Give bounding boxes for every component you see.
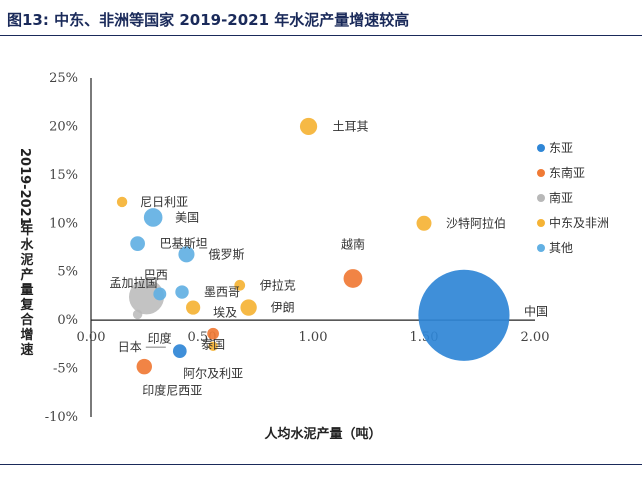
svg-text:泥: 泥 — [20, 253, 33, 268]
point-label-泰国: 泰国 — [201, 338, 225, 352]
bubble-印度 — [132, 309, 143, 320]
svg-text:产: 产 — [20, 267, 33, 283]
legend-label-东南亚: 东南亚 — [549, 165, 585, 180]
legend-marker-南亚 — [537, 194, 545, 202]
point-label-尼日利亚: 尼日利亚 — [140, 195, 188, 209]
point-label-印度尼西亚: 印度尼西亚 — [142, 383, 202, 398]
bubble-墨西哥 — [175, 285, 189, 299]
y-tick-label: 20% — [49, 119, 78, 134]
bubble-越南 — [343, 269, 363, 288]
legend-marker-中东及非洲 — [537, 219, 545, 227]
title-bar: 图13: 中东、非洲等国家 2019-2021 年水泥产量增速较高 — [0, 0, 642, 36]
point-label-中国: 中国 — [524, 303, 548, 318]
svg-text:2019-2021: 2019-2021 — [17, 148, 32, 226]
bubble-伊拉克 — [234, 279, 246, 291]
y-tick-label: 5% — [57, 265, 78, 280]
svg-text:增: 增 — [20, 327, 33, 343]
bubble-俄罗斯 — [178, 246, 195, 263]
point-label-伊拉克: 伊拉克 — [260, 277, 296, 292]
point-label-巴西: 巴西 — [144, 268, 168, 282]
bubble-埃及 — [186, 300, 201, 315]
bubble-尼日利亚 — [116, 196, 128, 208]
point-label-伊朗: 伊朗 — [271, 301, 295, 315]
bubble-阿尔及利亚 — [208, 341, 218, 352]
point-label-埃及: 埃及 — [213, 306, 237, 320]
y-tick-label: 25% — [49, 71, 78, 86]
svg-text:年: 年 — [20, 222, 33, 238]
bubble-泰国 — [207, 327, 219, 340]
point-label-巴基斯坦: 巴基斯坦 — [160, 237, 208, 251]
svg-text:合: 合 — [20, 312, 34, 328]
y-tick-label: -10% — [45, 410, 78, 425]
x-axis-title: 人均水泥产量（吨） — [264, 426, 381, 442]
point-label-阿尔及利亚: 阿尔及利亚 — [183, 365, 243, 380]
legend-marker-东亚 — [537, 144, 545, 152]
svg-text:复: 复 — [19, 297, 34, 313]
bubble-沙特阿拉伯 — [416, 215, 432, 231]
point-label-土耳其: 土耳其 — [333, 119, 369, 133]
bubble-孟加拉国 — [128, 279, 165, 315]
bubble-中国 — [418, 269, 510, 361]
point-label-俄罗斯: 俄罗斯 — [208, 247, 244, 261]
legend-marker-东南亚 — [537, 169, 545, 177]
point-label-墨西哥: 墨西哥 — [204, 285, 240, 299]
y-tick-label: -5% — [53, 362, 78, 377]
y-tick-label: 0% — [57, 313, 78, 328]
legend-label-其他: 其他 — [549, 241, 573, 255]
bubble-巴基斯坦 — [130, 236, 145, 251]
point-label-美国: 美国 — [175, 210, 199, 224]
legend-marker-其他 — [537, 244, 545, 252]
legend-label-东亚: 东亚 — [549, 141, 573, 155]
x-tick-label: 1.00 — [299, 330, 328, 345]
bubble-土耳其 — [299, 117, 318, 136]
point-label-印度: 印度 — [148, 330, 172, 345]
svg-text:量: 量 — [20, 283, 33, 298]
point-label-日本: 日本 — [118, 340, 142, 354]
y-tick-label: 10% — [49, 216, 78, 231]
legend-label-南亚: 南亚 — [549, 190, 573, 205]
bubble-巴西 — [153, 287, 167, 301]
point-label-孟加拉国: 孟加拉国 — [109, 275, 157, 290]
x-tick-label: 0.00 — [77, 330, 106, 345]
svg-text:水: 水 — [20, 237, 34, 253]
bubbles — [116, 117, 510, 375]
point-label-越南: 越南 — [341, 236, 365, 251]
axes: 25%20%15%10%5%0%-5%-10%0.00 0.50 1.00 1.50 2… — [17, 71, 549, 442]
y-tick-label: 15% — [49, 168, 78, 183]
point-label-沙特阿拉伯: 沙特阿拉伯 — [446, 215, 506, 230]
bubble-日本 — [172, 344, 187, 358]
bubble-美国 — [143, 208, 163, 227]
x-tick-label: 2.00 — [521, 330, 550, 345]
svg-text:速: 速 — [20, 342, 33, 358]
bubble-印度尼西亚 — [136, 358, 152, 375]
figure-title: 图13: 中东、非洲等国家 2019-2021 年水泥产量增速较高 — [7, 11, 410, 29]
bubble-伊朗 — [240, 299, 257, 316]
legend-label-中东及非洲: 中东及非洲 — [549, 215, 609, 230]
bottom-rule — [0, 464, 642, 465]
